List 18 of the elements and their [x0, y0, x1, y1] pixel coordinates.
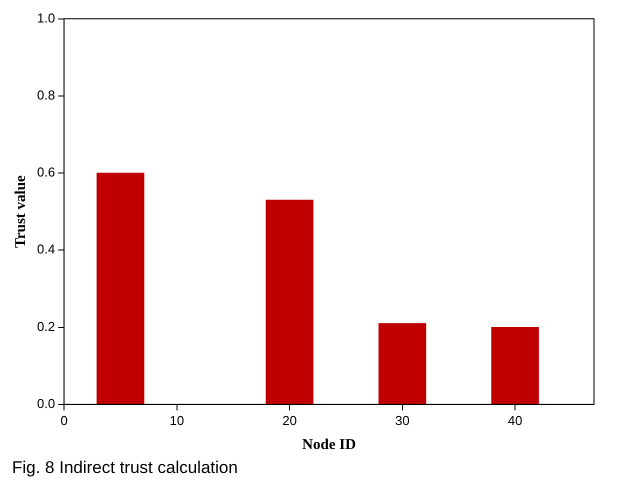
- y-axis-title: Trust value: [12, 174, 29, 248]
- caption: Fig. 8 Indirect trust calculation: [12, 458, 239, 478]
- y-tick-label: 0.2: [36, 318, 56, 334]
- bar: [96, 172, 144, 404]
- y-tick-label: 1.0: [36, 10, 56, 26]
- x-tick-label: 40: [508, 412, 522, 428]
- x-tick-label: 20: [282, 412, 297, 428]
- y-tick-label: 0.6: [36, 164, 56, 180]
- y-tick-label: 0.8: [36, 88, 56, 102]
- bar: [491, 326, 539, 404]
- x-tick-label: 0: [60, 412, 68, 428]
- y-tick-label: 0.4: [36, 242, 56, 257]
- y-tick-label: 0.0: [36, 396, 56, 411]
- bar: [378, 323, 426, 404]
- x-tick-label: 30: [395, 412, 410, 428]
- x-axis-title: Node ID: [302, 436, 356, 453]
- bar: [266, 200, 314, 404]
- x-tick-label: 10: [170, 412, 184, 428]
